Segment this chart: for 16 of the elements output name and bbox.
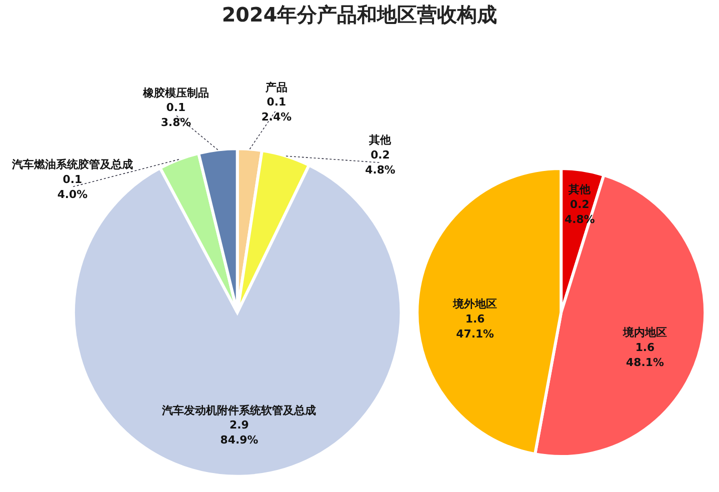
slice-label: 产品	[264, 80, 288, 94]
slice-label: 境内地区	[622, 326, 667, 340]
slice-label: 境外地区	[452, 298, 498, 311]
slice-label: 汽车燃油系统胶管及总成	[10, 158, 133, 171]
data-label: 1.6 48.1%	[626, 341, 664, 369]
chart-title: 2024年分产品和地区营收构成	[222, 4, 498, 27]
data-label: 0.1 4.0%	[57, 172, 88, 201]
data-label: 0.1 3.8%	[160, 101, 192, 130]
slice-label: 其他	[368, 134, 392, 147]
slice-label: 其他	[568, 183, 592, 196]
data-label: 2.9 84.9%	[220, 418, 258, 447]
slice-label: 汽车发动机附件系统软管及总成	[161, 404, 316, 417]
data-label: 0.1 2.4%	[261, 96, 292, 124]
data-label: 0.2 4.8%	[365, 148, 396, 177]
slice-label: 橡胶模压制品	[142, 86, 209, 100]
data-label: 1.6 47.1%	[456, 312, 494, 340]
